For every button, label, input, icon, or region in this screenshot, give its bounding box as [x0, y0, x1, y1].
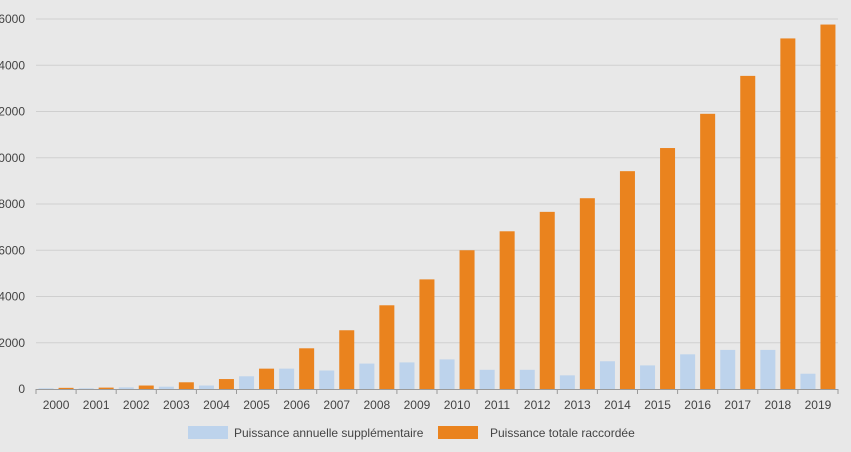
x-tick-label: 2000	[43, 398, 70, 412]
bar-annual-2010	[439, 359, 455, 389]
bar-total-2003	[178, 382, 194, 389]
x-tick-label: 2015	[644, 398, 671, 412]
bar-annual-2013	[559, 375, 575, 389]
bar-total-2008	[379, 305, 395, 389]
bar-total-2011	[499, 231, 515, 389]
gridlines	[36, 18, 838, 344]
x-tick-label: 2009	[404, 398, 431, 412]
x-tick-label: 2012	[524, 398, 551, 412]
bars	[38, 24, 836, 390]
x-tick-label: 2013	[564, 398, 591, 412]
bar-annual-2019	[800, 373, 816, 389]
bar-total-2009	[419, 279, 435, 389]
y-tick-label: 2000	[0, 336, 25, 350]
bar-total-2012	[539, 211, 555, 389]
bar-total-2007	[339, 330, 355, 389]
bar-annual-2004	[198, 385, 214, 389]
y-tick-label: 4000	[0, 290, 25, 304]
x-tick-label: 2017	[724, 398, 751, 412]
bar-total-2005	[259, 368, 275, 389]
bar-annual-2012	[519, 369, 535, 389]
bar-total-2017	[740, 75, 756, 389]
bar-total-2013	[579, 198, 595, 389]
bar-annual-2002	[118, 387, 134, 389]
bar-annual-2006	[279, 368, 295, 389]
y-tick-label: 10000	[0, 151, 25, 165]
bar-annual-2018	[760, 349, 776, 389]
bar-annual-2007	[319, 370, 335, 389]
bar-total-2010	[459, 250, 475, 389]
bar-total-2014	[619, 171, 635, 389]
x-tick-label: 2006	[283, 398, 310, 412]
x-axis-tick-labels: 2000 2001 2002 2003 2004 2005 2006 2007 2008 2009…	[35, 389, 839, 412]
y-tick-label: 12000	[0, 105, 25, 119]
x-tick-label: 2007	[323, 398, 350, 412]
bar-total-2015	[660, 148, 676, 389]
bar-total-2018	[780, 38, 796, 390]
x-tick-label: 2014	[604, 398, 631, 412]
bar-total-2000	[58, 387, 74, 389]
y-tick-label: 8000	[0, 197, 25, 211]
x-tick-label: 2003	[163, 398, 190, 412]
bar-annual-2014	[599, 361, 615, 389]
x-tick-label: 2001	[83, 398, 110, 412]
bar-total-2004	[218, 379, 234, 389]
legend-swatch-total	[438, 426, 478, 439]
bar-annual-2001	[78, 388, 94, 389]
y-axis-tick-labels: 0 2000 4000 6000 8000 10000 12000 14000 16000	[0, 12, 25, 396]
bar-total-2001	[98, 387, 114, 389]
x-tick-label: 2010	[444, 398, 471, 412]
x-tick-label: 2004	[203, 398, 230, 412]
x-tick-label: 2016	[684, 398, 711, 412]
legend-label-total: Puissance totale raccordée	[490, 426, 635, 440]
bar-annual-2016	[680, 354, 696, 389]
y-tick-label: 14000	[0, 58, 25, 72]
bar-annual-2011	[479, 369, 495, 389]
x-tick-label: 2008	[363, 398, 390, 412]
legend-swatch-annual	[188, 426, 228, 439]
x-tick-label: 2018	[764, 398, 791, 412]
bar-annual-2017	[720, 349, 736, 389]
bar-total-2019	[820, 24, 836, 390]
y-tick-label: 16000	[0, 12, 25, 26]
x-tick-label: 2019	[805, 398, 832, 412]
x-tick-label: 2002	[123, 398, 150, 412]
legend-label-annual: Puissance annuelle supplémentaire	[234, 426, 424, 440]
x-tick-label: 2011	[484, 398, 510, 412]
bar-total-2006	[299, 348, 315, 389]
bar-total-2016	[700, 113, 716, 389]
bar-annual-2008	[359, 363, 375, 389]
y-tick-label: 6000	[0, 243, 25, 257]
bar-annual-2005	[239, 376, 255, 389]
bar-annual-2000	[38, 388, 54, 389]
bar-annual-2015	[640, 365, 656, 389]
y-tick-label: 0	[18, 382, 25, 396]
bar-annual-2003	[158, 386, 174, 389]
legend: Puissance annuelle supplémentaire Puissa…	[188, 426, 635, 440]
bar-total-2002	[138, 385, 154, 389]
x-tick-label: 2005	[243, 398, 270, 412]
bar-annual-2009	[399, 362, 415, 389]
